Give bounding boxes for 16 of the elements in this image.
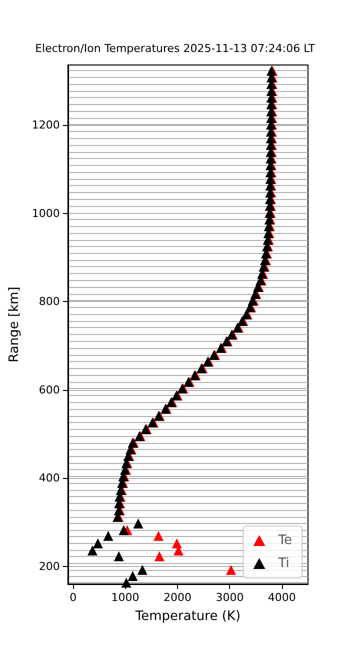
- x-axis-title: Temperature (K): [134, 609, 241, 624]
- y-tick-label: 200: [38, 560, 60, 573]
- x-tick-label: 1000: [111, 591, 140, 604]
- y-axis-title: Range [km]: [7, 286, 22, 362]
- chart-title: Electron/Ion Temperatures 2025-11-13 07:24:06 LT: [35, 42, 316, 55]
- y-tick-label: 1200: [32, 118, 60, 132]
- x-tick-label: 2000: [164, 591, 192, 604]
- x-tick-label: 3000: [216, 591, 244, 604]
- y-tick-label: 800: [38, 295, 60, 308]
- x-tick-label: 4000: [268, 591, 296, 604]
- y-tick-label: 400: [38, 472, 60, 485]
- legend-label: Te: [277, 533, 292, 548]
- y-tick-label: 600: [38, 383, 60, 396]
- y-tick-label: 1000: [32, 206, 60, 220]
- legend-label: Ti: [277, 556, 290, 571]
- x-tick-label: 0: [70, 591, 77, 604]
